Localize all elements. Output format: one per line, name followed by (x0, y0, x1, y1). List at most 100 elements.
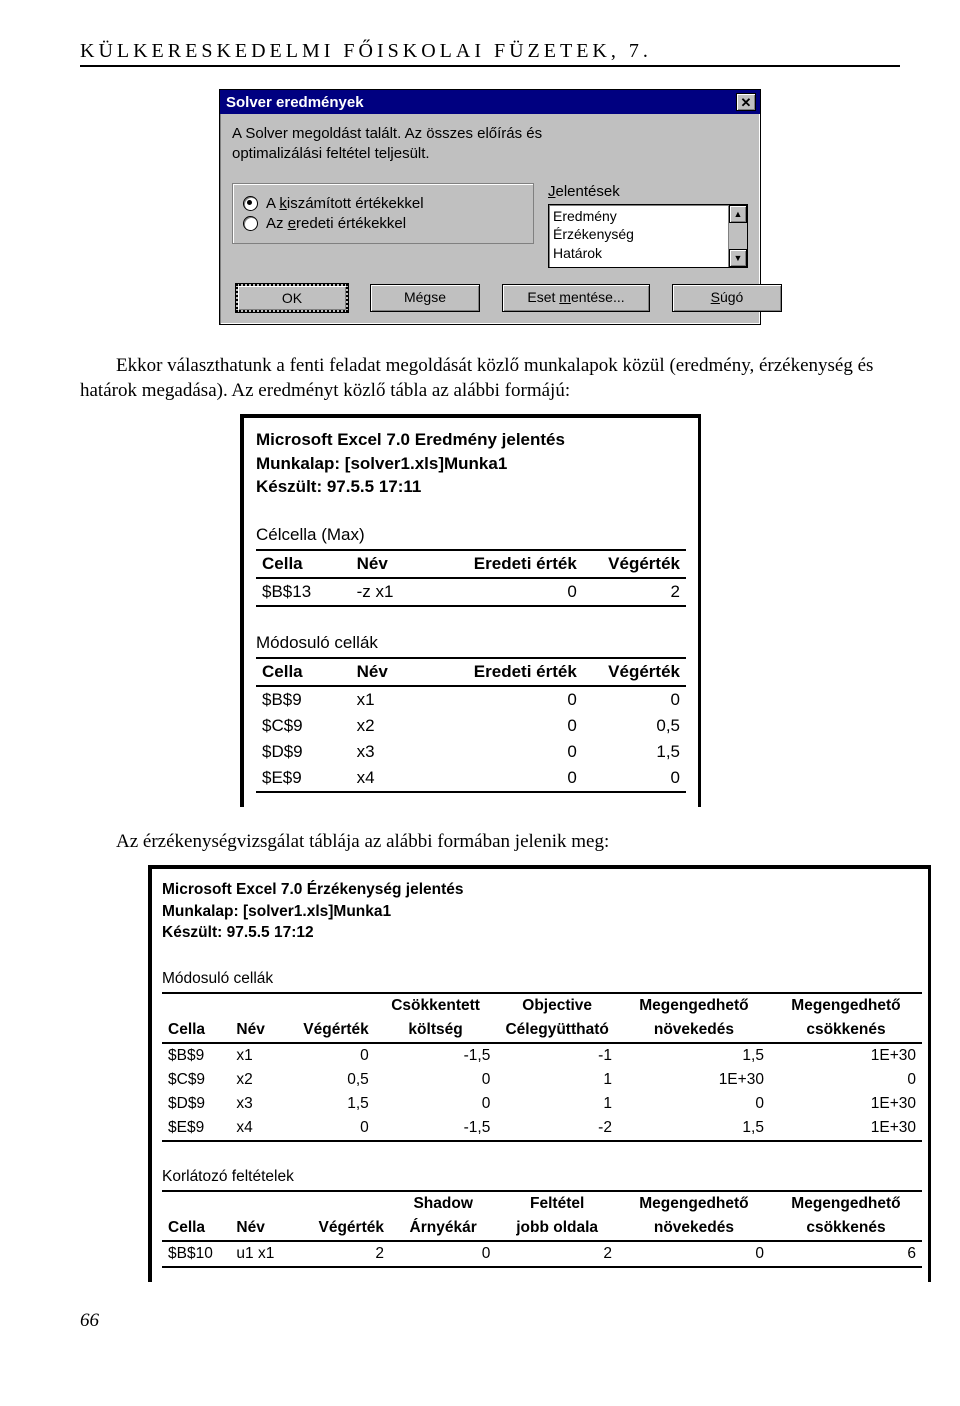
cell: 1E+30 (770, 1043, 922, 1068)
cancel-button[interactable]: Mégse (370, 284, 480, 312)
th (299, 1191, 390, 1216)
adjustable-cells-table: Cella Név Eredeti érték Végérték $B$9 x1… (256, 657, 686, 793)
report-title: Microsoft Excel 7.0 Érzékenység jelentés (162, 879, 922, 901)
cell: 6 (770, 1241, 922, 1267)
page-number: 66 (80, 1310, 900, 1332)
table-row: $D$9 x3 0 1,5 (256, 739, 686, 765)
cell: 0 (445, 578, 583, 606)
table-row: $B$9 x1 0 -1,5 -1 1,5 1E+30 (162, 1043, 922, 1068)
list-item[interactable]: Határok (553, 244, 724, 263)
cell: -1 (496, 1043, 618, 1068)
th (230, 1191, 298, 1216)
cell: 1,5 (618, 1043, 770, 1068)
th (162, 993, 230, 1018)
table-row: $E$9 x4 0 0 (256, 765, 686, 792)
cell: x3 (230, 1092, 283, 1116)
radio-label: Az eredeti értékekkel (266, 215, 406, 232)
th: Név (351, 550, 446, 578)
radio-computed-values[interactable]: A kiszámított értékekkel (243, 195, 523, 212)
cell: 0 (445, 765, 583, 792)
paragraph-2: Az érzékenységvizsgálat táblája az alább… (80, 829, 900, 855)
reports-list-label: Jelentések (548, 183, 748, 200)
list-item[interactable]: Eredmény (553, 207, 724, 226)
th: Név (230, 1216, 298, 1241)
table-row: $C$9 x2 0,5 0 1 1E+30 0 (162, 1068, 922, 1092)
th: Végérték (284, 1018, 375, 1043)
cell: -z x1 (351, 578, 446, 606)
cell: $E$9 (256, 765, 351, 792)
th: Cella (256, 658, 351, 686)
cell: 1,5 (284, 1092, 375, 1116)
table-row: $B$9 x1 0 0 (256, 686, 686, 713)
th: növekedés (618, 1018, 770, 1043)
list-item[interactable]: Érzékenység (553, 225, 724, 244)
cell: x4 (230, 1116, 283, 1141)
th: Cella (256, 550, 351, 578)
report-created: Készült: 97.5.5 17:11 (256, 475, 686, 499)
section-constraints: Korlátozó feltételek (162, 1168, 922, 1186)
help-button[interactable]: Súgó (672, 284, 782, 312)
th: Eredeti érték (445, 550, 583, 578)
close-icon[interactable]: ✕ (736, 93, 756, 111)
cell: 0 (445, 713, 583, 739)
th: Cella (162, 1018, 230, 1043)
th: Megengedhető (618, 993, 770, 1018)
sensitivity-adjustable-table: Csökkentett Objective Megengedhető Megen… (162, 992, 922, 1142)
paragraph-1: Ekkor választhatunk a fenti feladat mego… (80, 353, 900, 404)
cell: 0,5 (284, 1068, 375, 1092)
table-row: $B$13 -z x1 0 2 (256, 578, 686, 606)
th: Név (230, 1018, 283, 1043)
section-adjustable-cells: Módosuló cellák (256, 633, 686, 653)
th: növekedés (618, 1216, 770, 1241)
cell: 1 (496, 1092, 618, 1116)
th: csökkenés (770, 1018, 922, 1043)
cell: 2 (583, 578, 686, 606)
table-row: $D$9 x3 1,5 0 1 0 1E+30 (162, 1092, 922, 1116)
cell: 0 (445, 686, 583, 713)
radio-original-values[interactable]: Az eredeti értékekkel (243, 215, 523, 232)
cell: x1 (351, 686, 446, 713)
cell: 0 (618, 1092, 770, 1116)
th (284, 993, 375, 1018)
scroll-down-icon[interactable]: ▼ (729, 249, 747, 267)
th (230, 993, 283, 1018)
th: csökkenés (770, 1216, 922, 1241)
th: Árnyékár (390, 1216, 496, 1241)
save-case-button[interactable]: Eset mentése... (502, 284, 650, 312)
th: Feltétel (496, 1191, 618, 1216)
cell: x4 (351, 765, 446, 792)
th: jobb oldala (496, 1216, 618, 1241)
table-row: $B$10 u1 x1 2 0 2 0 6 (162, 1241, 922, 1267)
th: Eredeti érték (445, 658, 583, 686)
cell: u1 x1 (230, 1241, 298, 1267)
dialog-message: A Solver megoldást talált. Az összes elő… (232, 124, 602, 165)
scroll-up-icon[interactable]: ▲ (729, 205, 747, 223)
cell: 1E+30 (618, 1068, 770, 1092)
report-created: Készült: 97.5.5 17:12 (162, 922, 922, 944)
cell: 0 (583, 686, 686, 713)
result-report: Microsoft Excel 7.0 Eredmény jelentés Mu… (240, 414, 701, 807)
cell: 0 (375, 1068, 497, 1092)
cell: 0 (770, 1068, 922, 1092)
th (162, 1191, 230, 1216)
section-adjustable-cells: Módosuló cellák (162, 970, 922, 988)
cell: -1,5 (375, 1043, 497, 1068)
cell: x2 (351, 713, 446, 739)
th: költség (375, 1018, 497, 1043)
th: Megengedhető (770, 1191, 922, 1216)
solver-results-dialog: Solver eredmények ✕ A Solver megoldást t… (219, 89, 761, 325)
mnemonic: k (279, 195, 287, 212)
cell: 0 (284, 1043, 375, 1068)
cell: x3 (351, 739, 446, 765)
report-title: Microsoft Excel 7.0 Eredmény jelentés (256, 428, 686, 452)
scrollbar[interactable]: ▲ ▼ (728, 205, 747, 267)
cell: 1E+30 (770, 1116, 922, 1141)
mnemonic: S (711, 289, 720, 305)
cell: $C$9 (162, 1068, 230, 1092)
cell: 1 (496, 1068, 618, 1092)
report-worksheet: Munkalap: [solver1.xls]Munka1 (162, 901, 922, 923)
ok-button[interactable]: OK (236, 284, 348, 312)
th: Megengedhető (770, 993, 922, 1018)
th: Shadow (390, 1191, 496, 1216)
reports-listbox[interactable]: Eredmény Érzékenység Határok ▲ ▼ (548, 204, 748, 268)
